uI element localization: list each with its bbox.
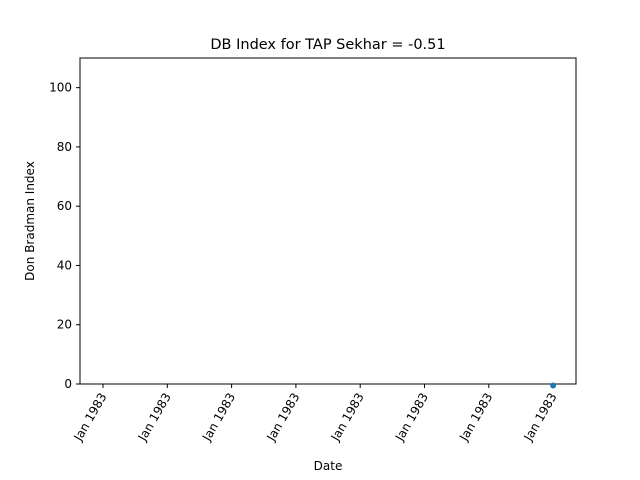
x-tick-label-3: Jan 1983: [263, 391, 302, 445]
x-tick-label-0: Jan 1983: [71, 391, 110, 445]
axes-frame: [79, 57, 577, 385]
y-tick-label-4: 80: [57, 140, 72, 154]
x-tick-label-6: Jan 1983: [456, 391, 495, 445]
x-tick-label-5: Jan 1983: [392, 391, 431, 445]
plot-area: 0 20 40 60 80 100 Jan 1983 Jan 1983 Jan 1983 Jan …: [49, 57, 577, 445]
y-axis-label: Don Bradman Index: [23, 161, 37, 281]
y-tick-label-3: 60: [57, 199, 72, 213]
x-tick-label-4: Jan 1983: [328, 391, 367, 445]
x-tick-label-7: Jan 1983: [521, 391, 560, 445]
x-tick-label-2: Jan 1983: [199, 391, 238, 445]
y-tick-label-5: 100: [49, 81, 72, 95]
y-tick-label-1: 20: [57, 318, 72, 332]
chart-title: DB Index for TAP Sekhar = -0.51: [210, 37, 445, 53]
y-tick-label-0: 0: [64, 377, 72, 391]
data-point-0: [550, 382, 557, 389]
x-axis-label: Date: [314, 459, 343, 473]
x-tick-label-1: Jan 1983: [135, 391, 174, 445]
y-tick-label-2: 40: [57, 258, 72, 272]
